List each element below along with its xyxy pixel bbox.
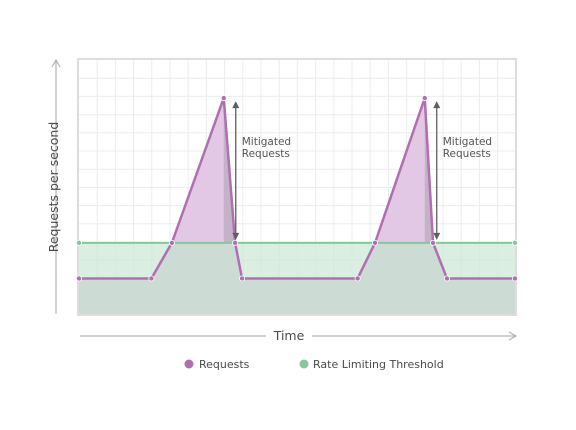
legend-marker-threshold xyxy=(299,359,309,369)
requests-point xyxy=(76,275,83,282)
annotations: Mitigated Requests Mitigated Requests xyxy=(232,101,492,240)
mitigated-area xyxy=(375,98,425,243)
requests-point xyxy=(421,95,428,102)
mitigated-label: Mitigated Requests xyxy=(242,136,291,160)
requests-point xyxy=(148,275,155,282)
y-axis-arrowhead xyxy=(51,58,61,68)
requests-point xyxy=(430,239,437,246)
y-axis-label: Requests per second xyxy=(46,122,61,253)
requests-point xyxy=(443,275,450,282)
mitigated-label: Mitigated Requests xyxy=(443,136,492,160)
legend-label-threshold: Rate Limiting Threshold xyxy=(313,358,444,371)
mitigated-arrowhead-up xyxy=(232,101,240,109)
x-axis-arrowhead xyxy=(508,331,518,341)
requests-point xyxy=(372,239,379,246)
mitigated-arrowhead-up xyxy=(433,101,441,109)
x-axis-label: Time xyxy=(273,328,305,343)
legend-label-requests: Requests xyxy=(199,358,250,371)
mitigated-arrowhead-down xyxy=(232,232,240,240)
legend-marker-requests xyxy=(184,359,194,369)
requests-point xyxy=(220,95,227,102)
mitigated-arrowhead-down xyxy=(433,232,441,240)
requests-line xyxy=(79,96,515,280)
threshold-point xyxy=(512,239,519,246)
requests-point xyxy=(232,239,239,246)
requests-point xyxy=(168,239,175,246)
requests-point xyxy=(354,275,361,282)
legend: Requests Rate Limiting Threshold xyxy=(184,358,444,371)
requests-point xyxy=(512,275,519,282)
threshold-point xyxy=(76,239,83,246)
markers xyxy=(76,95,519,282)
requests-point xyxy=(239,275,246,282)
